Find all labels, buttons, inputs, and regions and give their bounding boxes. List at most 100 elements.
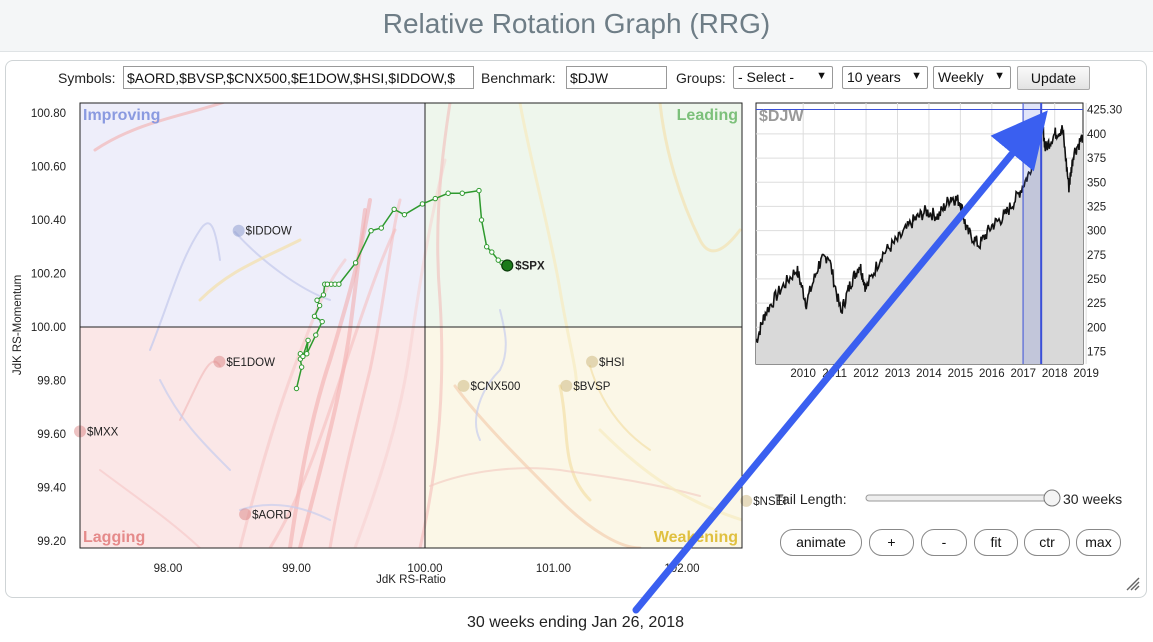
faded-symbol-label: $MXX bbox=[87, 426, 119, 438]
benchmark-x-tick: 2019 bbox=[1073, 368, 1099, 380]
faded-symbol-label: $CNX500 bbox=[471, 381, 521, 393]
faded-symbol-label: $IDDOW bbox=[246, 226, 292, 238]
spx-tail-point[interactable] bbox=[293, 385, 300, 392]
spx-tail-point[interactable] bbox=[324, 281, 331, 287]
weakening-quadrant bbox=[425, 327, 742, 548]
benchmark-input[interactable] bbox=[566, 66, 667, 89]
spx-tail-point[interactable] bbox=[336, 281, 342, 287]
leading-label: Leading bbox=[677, 107, 738, 124]
faded-symbol-marker bbox=[560, 379, 573, 392]
spx-tail-point[interactable] bbox=[319, 318, 325, 325]
spx-tail-point[interactable] bbox=[316, 302, 323, 309]
tail-length-value: 30 weeks bbox=[1063, 491, 1123, 507]
benchmark-y-tick: 250 bbox=[1087, 274, 1106, 286]
faded-symbol-label: $NSEI bbox=[753, 496, 786, 508]
chevron-down-icon: ▼ bbox=[911, 70, 922, 82]
y-tick-label: 99.20 bbox=[37, 536, 66, 548]
lagging-quadrant bbox=[80, 327, 425, 548]
resize-grip-icon[interactable] bbox=[1126, 577, 1140, 591]
spx-tail-point[interactable] bbox=[311, 313, 318, 319]
spx-tail-point[interactable] bbox=[320, 292, 327, 298]
groups-select[interactable]: - Select - ▼ bbox=[733, 66, 833, 89]
benchmark-y-ticks: 400 375 350 325 300 275 250 225 200 175 bbox=[1087, 129, 1106, 358]
y-tick-label: 100.80 bbox=[31, 108, 66, 120]
spx-tail-point[interactable] bbox=[401, 211, 408, 218]
benchmark-label: Benchmark: bbox=[481, 70, 556, 86]
tail-length-slider[interactable] bbox=[865, 489, 1061, 507]
faded-symbol-marker bbox=[457, 379, 470, 392]
leading-quadrant bbox=[425, 103, 742, 327]
rrg-plot[interactable]: $IDDOW $E1DOW $MXX $AORD $CNX500 $BVSP $HSI $NS… bbox=[12, 100, 787, 586]
update-button[interactable]: Update bbox=[1017, 66, 1090, 90]
faded-symbol-marker bbox=[740, 494, 753, 507]
symbols-label: Symbols: bbox=[58, 70, 116, 86]
benchmark-x-tick: 2016 bbox=[979, 368, 1005, 380]
fit-button[interactable]: fit bbox=[974, 529, 1018, 556]
spx-head-marker[interactable] bbox=[501, 259, 514, 272]
rrg-y-ticks: 100.80 100.60 100.40 100.20 100.00 99.80 99.60… bbox=[31, 108, 66, 548]
spx-tail-point[interactable] bbox=[419, 201, 426, 207]
x-tick-label: 98.00 bbox=[154, 563, 183, 575]
slider-handle[interactable] bbox=[1043, 489, 1061, 507]
x-tick-label: 100.00 bbox=[407, 563, 442, 575]
rrg-x-ticks: 98.00 99.00 100.00 101.00 102.00 bbox=[154, 563, 700, 575]
spx-tail-point[interactable] bbox=[478, 217, 485, 223]
spx-tail-point[interactable] bbox=[432, 195, 438, 202]
spx-tail-point[interactable] bbox=[300, 353, 306, 360]
zoom-out-button[interactable]: - bbox=[921, 529, 967, 556]
faded-symbol-label: $E1DOW bbox=[226, 357, 275, 369]
spx-tail-point[interactable] bbox=[445, 190, 451, 196]
spx-tail-point[interactable] bbox=[313, 332, 319, 338]
benchmark-chart[interactable]: $DJW 425.30 400 375 350 325 300 275 250 225 200 1… bbox=[755, 102, 1122, 380]
spx-tail-point[interactable] bbox=[378, 225, 385, 231]
faded-symbol-marker bbox=[232, 224, 245, 237]
spx-tail-point[interactable] bbox=[495, 257, 501, 263]
spx-tail[interactable]: $SPX bbox=[293, 187, 545, 392]
spx-tail-point[interactable] bbox=[304, 351, 310, 357]
y-tick-label: 99.40 bbox=[37, 483, 66, 495]
benchmark-y-tick: 200 bbox=[1087, 322, 1106, 334]
max-button[interactable]: max bbox=[1076, 529, 1121, 556]
spx-label: $SPX bbox=[515, 260, 545, 272]
tail-length-label: Tail Length: bbox=[775, 491, 847, 507]
lagging-label: Lagging bbox=[83, 529, 145, 546]
spx-tail-point[interactable] bbox=[476, 187, 482, 194]
spx-tail-point[interactable] bbox=[314, 297, 320, 303]
spx-tail-point[interactable] bbox=[368, 228, 374, 234]
benchmark-y-tick: 300 bbox=[1087, 226, 1106, 238]
chevron-down-icon: ▼ bbox=[816, 70, 827, 82]
faded-symbol-marker bbox=[239, 508, 252, 521]
symbols-input[interactable] bbox=[123, 66, 474, 89]
faded-symbol-label: $AORD bbox=[252, 509, 292, 521]
spx-tail-point[interactable] bbox=[391, 206, 397, 213]
spx-tail-point[interactable] bbox=[352, 260, 359, 266]
faded-symbol-markers: $IDDOW $E1DOW $MXX $AORD $CNX500 $BVSP $HSI $NS… bbox=[74, 224, 787, 521]
spx-tail-point[interactable] bbox=[483, 244, 490, 250]
faded-symbol-label: $BVSP bbox=[573, 381, 610, 393]
spx-tail-point[interactable] bbox=[298, 364, 305, 370]
annotation-arrow bbox=[632, 110, 1048, 614]
spx-tail-point[interactable] bbox=[459, 190, 465, 196]
center-button[interactable]: ctr bbox=[1024, 529, 1070, 556]
caption-text: 30 weeks ending Jan 26, 2018 bbox=[466, 614, 685, 631]
spx-tail-point[interactable] bbox=[305, 337, 311, 344]
frequency-select[interactable]: Weekly ▼ bbox=[933, 66, 1011, 89]
slider-track[interactable] bbox=[865, 494, 1053, 502]
spx-tail-point[interactable] bbox=[489, 249, 495, 255]
frequency-select-value: Weekly bbox=[938, 69, 984, 85]
period-select-value: 10 years bbox=[847, 69, 901, 85]
benchmark-y-tick: 400 bbox=[1087, 129, 1106, 141]
period-select[interactable]: 10 years ▼ bbox=[842, 66, 928, 89]
groups-select-value: - Select - bbox=[738, 69, 795, 85]
benchmark-y-tick: 175 bbox=[1087, 346, 1106, 358]
y-axis-label: JdK RS-Momentum bbox=[12, 275, 24, 375]
benchmark-x-ticks: 2010201120122013201420152016201720182019 bbox=[790, 368, 1099, 380]
x-tick-label: 99.00 bbox=[282, 563, 311, 575]
caption: 30 weeks ending Jan 26, 2018 bbox=[0, 614, 1153, 632]
animate-button[interactable]: animate bbox=[780, 529, 862, 556]
x-axis-label: JdK RS-Ratio bbox=[376, 574, 446, 586]
page-title: Relative Rotation Graph (RRG) bbox=[382, 8, 771, 39]
zoom-in-button[interactable]: + bbox=[869, 529, 914, 556]
benchmark-x-tick: 2012 bbox=[853, 368, 879, 380]
benchmark-y-tick: 275 bbox=[1087, 250, 1106, 262]
